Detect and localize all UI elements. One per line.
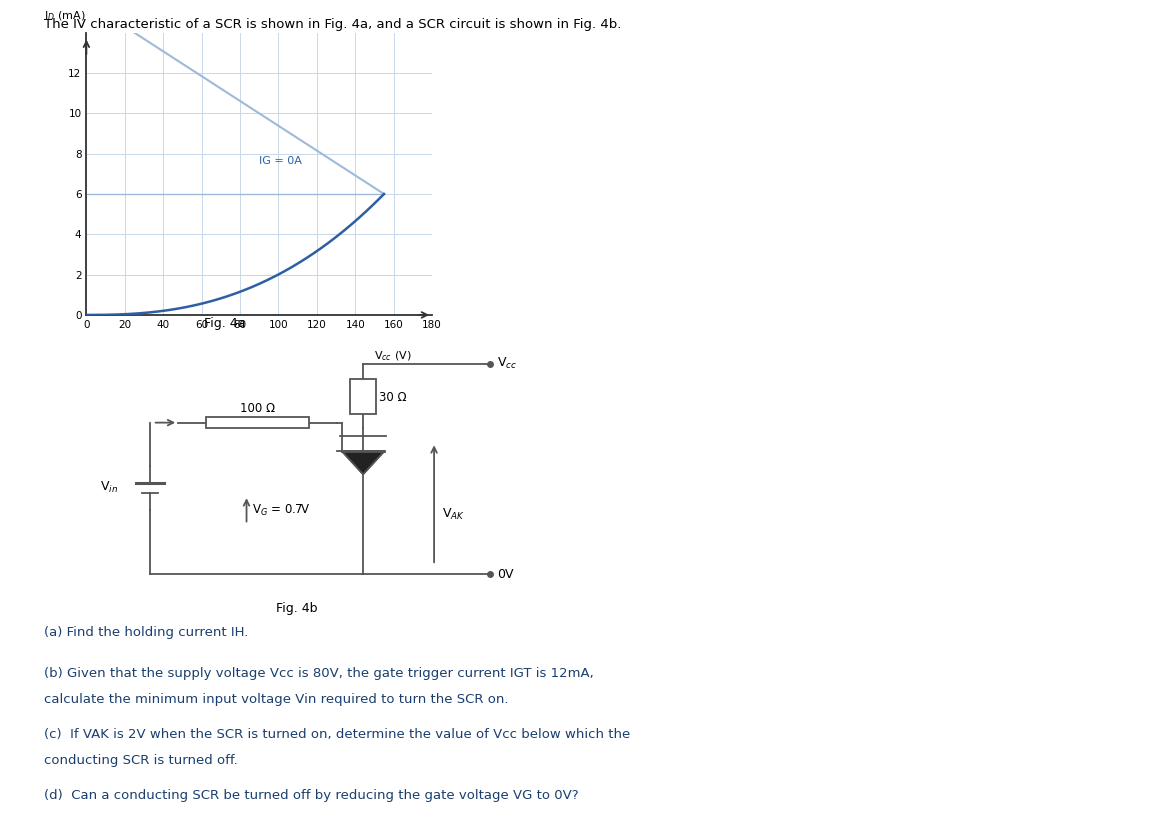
Text: V$_{cc}$: V$_{cc}$ [498, 357, 517, 371]
Polygon shape [342, 452, 385, 474]
Bar [206, 417, 309, 428]
Text: V$_{cc}$ (V): V$_{cc}$ (V) [374, 349, 412, 363]
Text: 100 Ω: 100 Ω [240, 402, 275, 416]
Bar [350, 379, 376, 414]
Text: 30 Ω: 30 Ω [379, 391, 407, 404]
Text: V$_{AK}$: V$_{AK}$ [441, 507, 464, 523]
Text: I$_D$ (mA): I$_D$ (mA) [44, 9, 85, 23]
Text: V$_{in}$: V$_{in}$ [99, 480, 118, 495]
Text: (c)  If VAK is 2V when the SCR is turned on, determine the value of Vcc below wh: (c) If VAK is 2V when the SCR is turned … [44, 728, 630, 741]
Text: (b) Given that the supply voltage Vcc is 80V, the gate trigger current IGT is 12: (b) Given that the supply voltage Vcc is… [44, 667, 593, 680]
Text: Fig. 4a: Fig. 4a [204, 317, 245, 330]
Text: 0V: 0V [498, 569, 514, 582]
Text: Fig. 4b: Fig. 4b [276, 602, 318, 614]
Text: IG = 0A: IG = 0A [259, 155, 302, 166]
Text: calculate the minimum input voltage Vin required to turn the SCR on.: calculate the minimum input voltage Vin … [44, 693, 508, 706]
Text: The IV characteristic of a SCR is shown in Fig. 4a, and a SCR circuit is shown i: The IV characteristic of a SCR is shown … [44, 18, 621, 31]
Text: (d)  Can a conducting SCR be turned off by reducing the gate voltage VG to 0V?: (d) Can a conducting SCR be turned off b… [44, 789, 578, 802]
Text: conducting SCR is turned off.: conducting SCR is turned off. [44, 754, 237, 767]
Text: V$_G$ = 0.7V: V$_G$ = 0.7V [251, 503, 310, 519]
Text: (a) Find the holding current IH.: (a) Find the holding current IH. [44, 626, 248, 639]
